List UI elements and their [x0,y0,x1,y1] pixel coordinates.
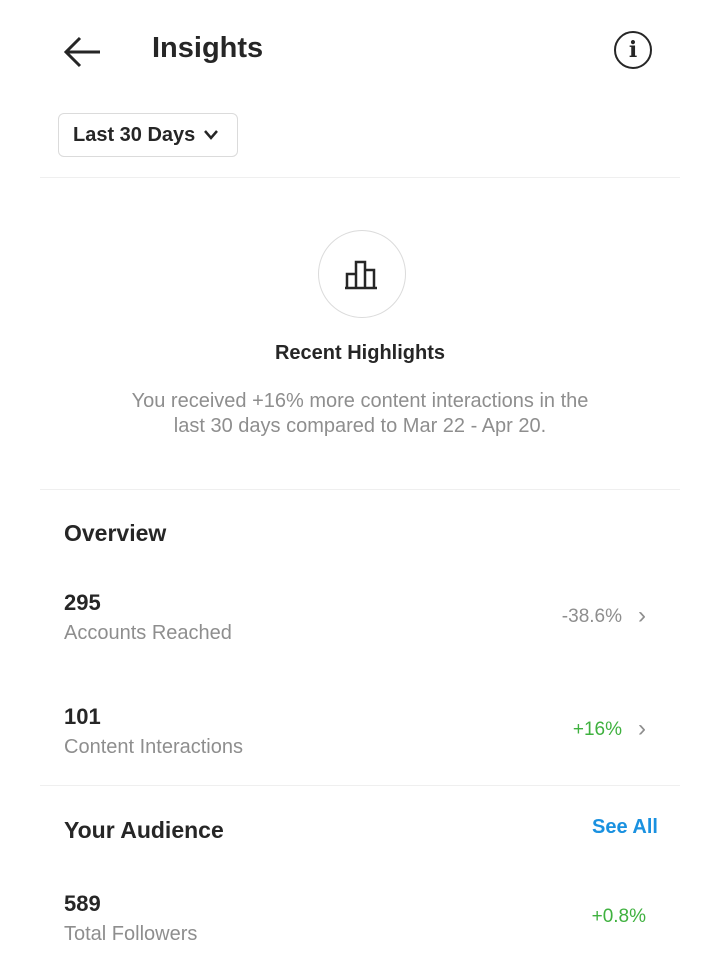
metric-value: 589 [64,891,101,916]
page-title: Insights [152,32,264,64]
divider [40,177,680,178]
highlights-title: Recent Highlights [274,342,445,364]
metric-label: Content Interactions [64,736,243,758]
metric-change: +0.8% [591,906,646,927]
info-icon[interactable]: i [614,31,652,69]
highlights-text-2: last 30 days compared to Mar 22 - Apr 20… [173,415,547,437]
metric-label: Total Followers [64,923,198,945]
divider [40,489,680,490]
metric-label: Accounts Reached [64,622,232,644]
audience-heading: Your Audience [64,817,224,843]
highlights-text-1: You received +16% more content interacti… [131,390,589,412]
highlight-icon-circle [318,230,406,318]
metric-change: -38.6% [561,606,622,627]
bar-chart-icon [345,260,377,290]
metric-change: +16% [572,719,622,740]
chevron-right-icon: › [638,602,646,629]
see-all-link[interactable]: See All [592,816,658,838]
back-arrow-icon[interactable] [62,34,102,70]
metric-value: 101 [64,704,101,729]
metric-value: 295 [64,590,101,615]
overview-heading: Overview [64,520,167,546]
chevron-down-icon [204,130,219,140]
divider [40,785,680,786]
date-range-dropdown[interactable]: Last 30 Days [58,113,238,157]
date-range-label: Last 30 Days [73,123,196,146]
chevron-right-icon: › [638,715,646,742]
